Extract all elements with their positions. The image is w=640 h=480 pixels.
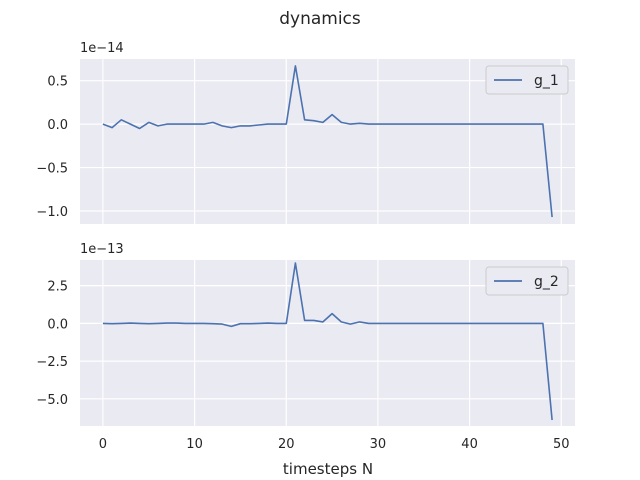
y-tick-label: −1.0	[36, 205, 68, 220]
y-tick-label: −0.5	[36, 162, 68, 177]
legend-label: g_2	[534, 274, 559, 290]
x-tick-label: 40	[461, 437, 478, 452]
axis-multiplier: 1e−13	[80, 242, 124, 257]
y-tick-label: 0.5	[47, 75, 68, 90]
x-tick-label: 10	[186, 437, 203, 452]
panel-g1: 0.5 0.0 −0.5 −1.0 1e−14 g_1	[36, 41, 575, 224]
series-line-g_2	[102, 262, 553, 421]
y-tick-label: 2.5	[47, 280, 68, 295]
y-tick-label: 0.0	[47, 118, 68, 133]
panel-g2: 2.5 0.0 −2.5 −5.0 0 10 20 30 40 50 1e−13 g_2	[36, 242, 575, 452]
series-line-g_1	[102, 65, 553, 218]
figure-title: dynamics	[279, 9, 361, 29]
legend-box	[485, 65, 569, 95]
x-tick-label: 50	[553, 437, 570, 452]
x-tick-label: 0	[99, 437, 107, 452]
y-tick-label: 0.0	[47, 317, 68, 332]
y-tick-label: −5.0	[36, 393, 68, 408]
x-axis-label: timesteps N	[283, 460, 373, 478]
x-tick-label: 30	[370, 437, 387, 452]
y-tick-label: −2.5	[36, 355, 68, 370]
legend-box	[485, 266, 569, 296]
x-tick-label: 20	[278, 437, 295, 452]
legend-label: g_1	[534, 73, 559, 89]
axis-multiplier: 1e−14	[80, 41, 124, 56]
